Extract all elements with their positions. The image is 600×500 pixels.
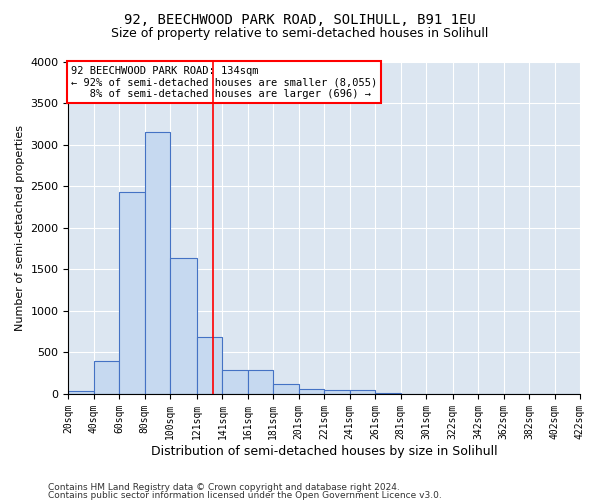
Bar <box>324 390 350 394</box>
Text: 92 BEECHWOOD PARK ROAD: 134sqm
← 92% of semi-detached houses are smaller (8,055): 92 BEECHWOOD PARK ROAD: 134sqm ← 92% of … <box>71 66 377 99</box>
Bar <box>94 360 119 394</box>
Bar <box>273 384 299 394</box>
Text: Contains HM Land Registry data © Crown copyright and database right 2024.: Contains HM Land Registry data © Crown c… <box>48 484 400 492</box>
Y-axis label: Number of semi-detached properties: Number of semi-detached properties <box>15 124 25 330</box>
Bar <box>68 392 94 394</box>
Bar <box>197 338 223 394</box>
Bar <box>375 392 401 394</box>
Bar <box>223 370 248 394</box>
Bar <box>299 388 324 394</box>
Bar <box>119 192 145 394</box>
Text: 92, BEECHWOOD PARK ROAD, SOLIHULL, B91 1EU: 92, BEECHWOOD PARK ROAD, SOLIHULL, B91 1… <box>124 12 476 26</box>
Bar <box>145 132 170 394</box>
Text: Contains public sector information licensed under the Open Government Licence v3: Contains public sector information licen… <box>48 491 442 500</box>
X-axis label: Distribution of semi-detached houses by size in Solihull: Distribution of semi-detached houses by … <box>151 444 497 458</box>
Bar <box>350 390 375 394</box>
Bar <box>248 370 273 394</box>
Text: Size of property relative to semi-detached houses in Solihull: Size of property relative to semi-detach… <box>112 28 488 40</box>
Bar <box>170 258 197 394</box>
